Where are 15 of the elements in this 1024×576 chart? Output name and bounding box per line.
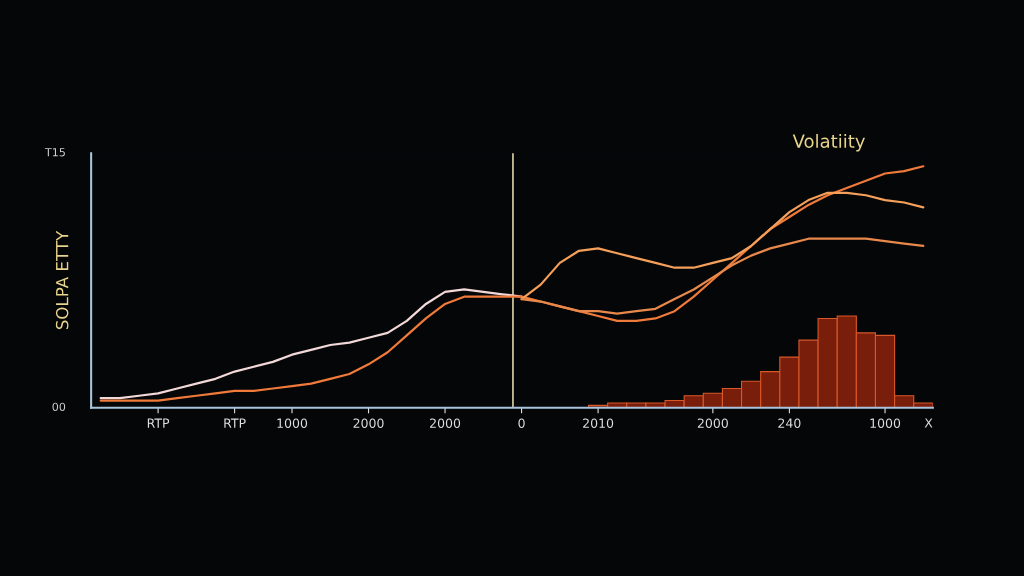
- y-axis-title: SOLPA ETTY: [55, 230, 69, 330]
- x-tick-label: RTP: [147, 418, 170, 428]
- text: T15: [44, 148, 65, 157]
- x-tick-label: 1000: [870, 418, 901, 428]
- x-tick-label: 2010: [583, 418, 614, 428]
- x-tick-label: 2000: [697, 418, 728, 428]
- chart-title: Volatiity: [792, 133, 865, 152]
- x-tick-label: 0: [518, 418, 525, 428]
- x-tick-label: RTP: [224, 418, 246, 428]
- x-axis-title: X: [924, 418, 933, 428]
- x-tick-label: 1000: [277, 418, 308, 428]
- x-tick-label: 240: [778, 418, 801, 428]
- x-tick-label: 2000: [430, 418, 461, 428]
- x-tick-label: 2000: [353, 418, 384, 428]
- text: 00: [52, 402, 66, 412]
